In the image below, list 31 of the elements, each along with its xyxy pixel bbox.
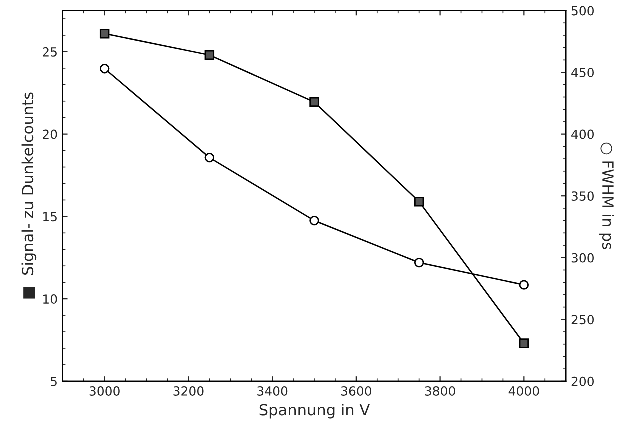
x-tick-label: 4000 (508, 386, 540, 396)
point (204, 50, 215, 60)
y-tick-label: 5 (51, 377, 57, 386)
x-tick-label: 3600 (341, 386, 372, 396)
y-tick-label: 25 (43, 47, 57, 57)
y2-tick-label: 400 (572, 130, 594, 140)
y2-tick-label: 200 (572, 376, 594, 386)
x-tick-label: 3400 (258, 386, 288, 396)
y2-tick-label: 250 (572, 315, 594, 325)
y2-tick-label: 300 (572, 253, 594, 263)
point (310, 216, 320, 226)
y2-tick-label: 500 (572, 6, 594, 16)
x-tick-label: 3000 (90, 386, 120, 396)
x-tick-label: 3200 (174, 386, 204, 396)
point (414, 258, 424, 268)
point (414, 197, 424, 207)
y-axis-title: ■ Signal- zu Dunkelcounts (22, 92, 37, 299)
point (100, 28, 110, 39)
x-tick-label: 3800 (425, 386, 456, 396)
point (204, 152, 215, 163)
y2-tick-label: 450 (572, 68, 594, 78)
point (100, 64, 110, 74)
y-tick-label: 10 (44, 294, 58, 304)
x-axis-title: Spannung in V (260, 404, 370, 419)
point (519, 338, 530, 348)
point (519, 280, 530, 290)
y-tick-label: 15 (44, 212, 57, 222)
y-tick-label: 20 (43, 130, 58, 140)
y2-tick-label: 350 (572, 192, 594, 202)
point (310, 97, 320, 108)
y2-axis-title: ○ FWHM in ps (599, 142, 614, 250)
